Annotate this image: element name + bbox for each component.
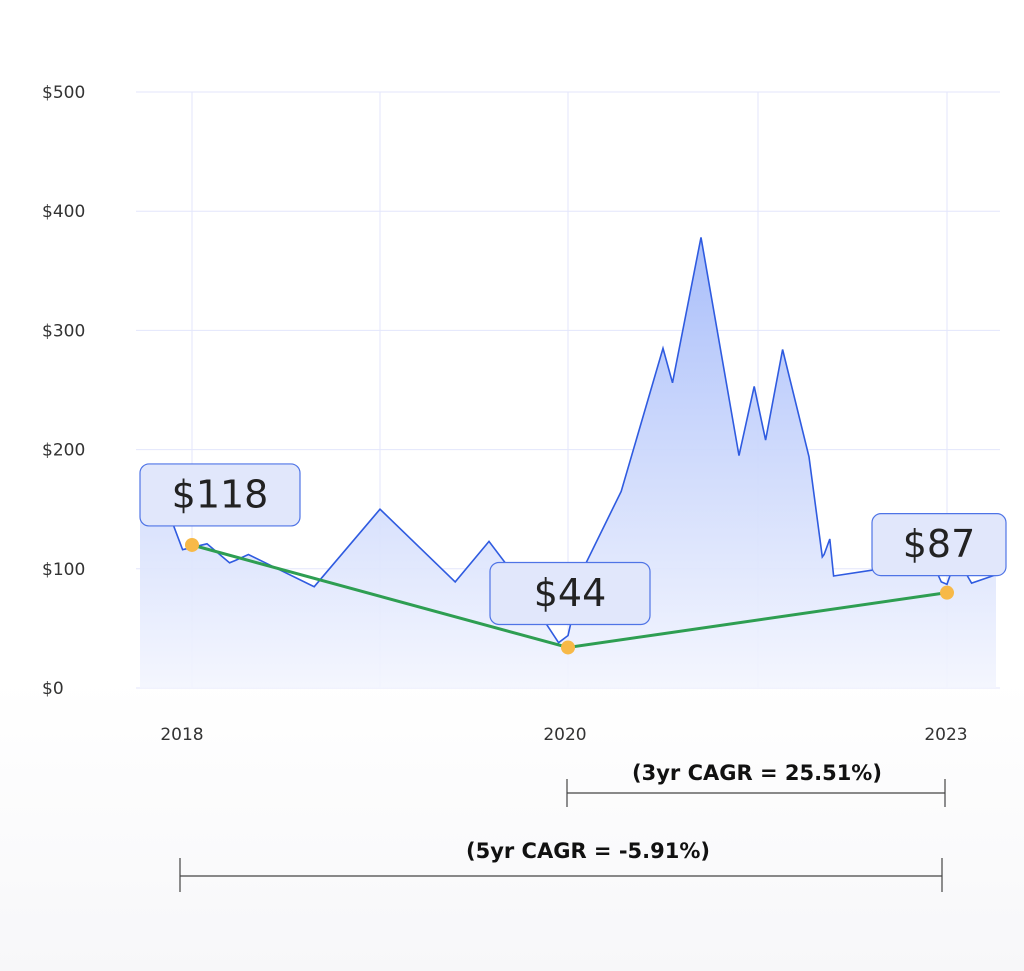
cagr-point	[185, 537, 199, 552]
cagr-3yr-annotation: (3yr CAGR = 25.51%)	[566, 761, 946, 807]
cagr-3yr-label: (3yr CAGR = 25.51%)	[632, 761, 882, 785]
callout-box	[139, 463, 301, 527]
cagr-point	[561, 640, 575, 655]
price-callout: $118	[139, 463, 301, 527]
y-tick-label: $500	[42, 83, 85, 103]
cagr-point	[940, 585, 954, 600]
y-tick-label: $0	[42, 679, 64, 699]
price-callout: $87	[871, 513, 1007, 577]
x-tick-label: 2020	[543, 725, 586, 745]
callout-label: $87	[903, 522, 976, 566]
y-tick-label: $400	[42, 202, 85, 222]
cagr-markers	[185, 537, 954, 655]
price-area	[140, 237, 996, 688]
x-axis: 2018 2020 2023	[160, 725, 967, 745]
callout-box	[871, 513, 1007, 577]
cagr-5yr-annotation: (5yr CAGR = -5.91%)	[179, 839, 943, 892]
callout-box	[489, 561, 651, 626]
y-tick-label: $100	[42, 560, 85, 580]
y-tick-label: $300	[42, 321, 85, 341]
x-tick-label: 2018	[160, 725, 203, 745]
y-tick-label: $200	[42, 441, 85, 461]
cagr-5yr-label: (5yr CAGR = -5.91%)	[466, 839, 710, 863]
x-tick-label: 2023	[924, 725, 967, 745]
price-callout: $44	[489, 561, 651, 626]
y-axis: $0 $100 $200 $300 $400 $500	[42, 83, 85, 699]
callout-label: $44	[534, 571, 607, 615]
price-callouts: $118 $44 $87	[139, 463, 1007, 626]
callout-label: $118	[172, 472, 269, 516]
